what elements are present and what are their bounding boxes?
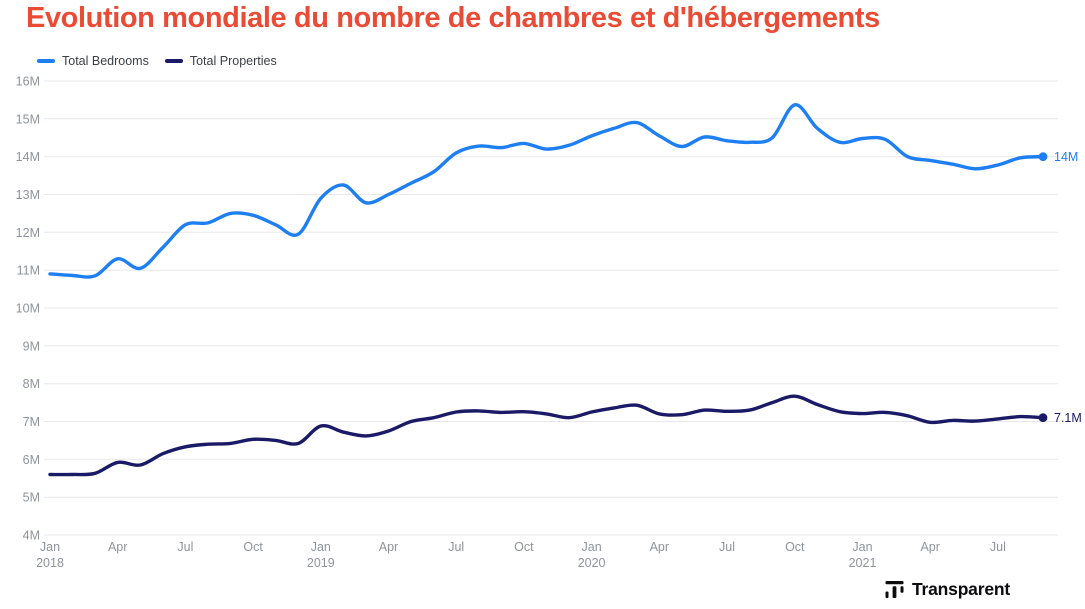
legend-swatch-total-properties-icon xyxy=(164,59,183,63)
x-axis-label: Jul xyxy=(177,540,193,554)
x-axis-label: Jul xyxy=(990,540,1006,554)
legend-item-total-properties: Total Properties xyxy=(164,54,277,68)
y-axis-label: 10M xyxy=(16,302,40,316)
brand-name: Transparent xyxy=(912,579,1010,599)
x-axis-label: Jan xyxy=(582,540,602,554)
series-end-label-total-properties: 7.1M xyxy=(1054,411,1082,425)
y-axis-label: 15M xyxy=(16,112,40,126)
x-axis-label: Jan xyxy=(40,540,60,554)
x-axis-label: Oct xyxy=(243,540,263,554)
legend-label: Total Bedrooms xyxy=(62,54,149,68)
series-endpoint-total-bedrooms xyxy=(1038,152,1048,162)
y-axis-label: 13M xyxy=(16,188,40,202)
x-axis-label: Jan xyxy=(852,540,872,554)
transparent-logo: Transparent xyxy=(884,579,1010,600)
x-axis-year-label: 2021 xyxy=(849,556,877,570)
y-axis-label: 16M xyxy=(16,75,40,89)
y-axis-label: 8M xyxy=(23,377,40,391)
legend-item-total-bedrooms: Total Bedrooms xyxy=(37,54,149,68)
x-axis-label: Apr xyxy=(108,540,127,554)
x-axis-label: Apr xyxy=(379,540,398,554)
transparent-logo-icon xyxy=(885,581,904,598)
page-title: Evolution mondiale du nombre de chambres… xyxy=(26,2,880,34)
y-axis-label: 12M xyxy=(16,226,40,240)
y-axis-label: 6M xyxy=(23,453,40,467)
x-axis-year-label: 2019 xyxy=(307,556,335,570)
x-axis-label: Oct xyxy=(785,540,805,554)
y-axis-label: 9M xyxy=(23,339,40,353)
x-axis-label: Apr xyxy=(650,540,669,554)
y-axis-label: 7M xyxy=(23,415,40,429)
x-axis-label: Apr xyxy=(920,540,939,554)
y-axis-label: 5M xyxy=(23,491,40,505)
legend-swatch-total-bedrooms-icon xyxy=(37,59,55,63)
y-axis-label: 11M xyxy=(17,264,40,278)
series-line-total-bedrooms xyxy=(48,103,1045,279)
x-axis-year-label: 2020 xyxy=(578,556,606,570)
series-endpoint-total-properties xyxy=(1038,413,1048,423)
series-line-total-properties xyxy=(48,394,1045,477)
legend-label: Total Properties xyxy=(189,54,277,68)
chart-legend: Total Bedrooms Total Properties xyxy=(37,54,277,68)
y-axis-label: 14M xyxy=(16,150,40,164)
x-axis-label: Jul xyxy=(448,540,464,554)
series-end-label-total-bedrooms: 14M xyxy=(1054,150,1078,164)
x-axis-year-label: 2018 xyxy=(36,556,64,570)
x-axis-label: Jan xyxy=(311,540,331,554)
y-axis-label: 4M xyxy=(23,529,40,543)
x-axis-label: Jul xyxy=(719,540,735,554)
x-axis-label: Oct xyxy=(514,540,534,554)
